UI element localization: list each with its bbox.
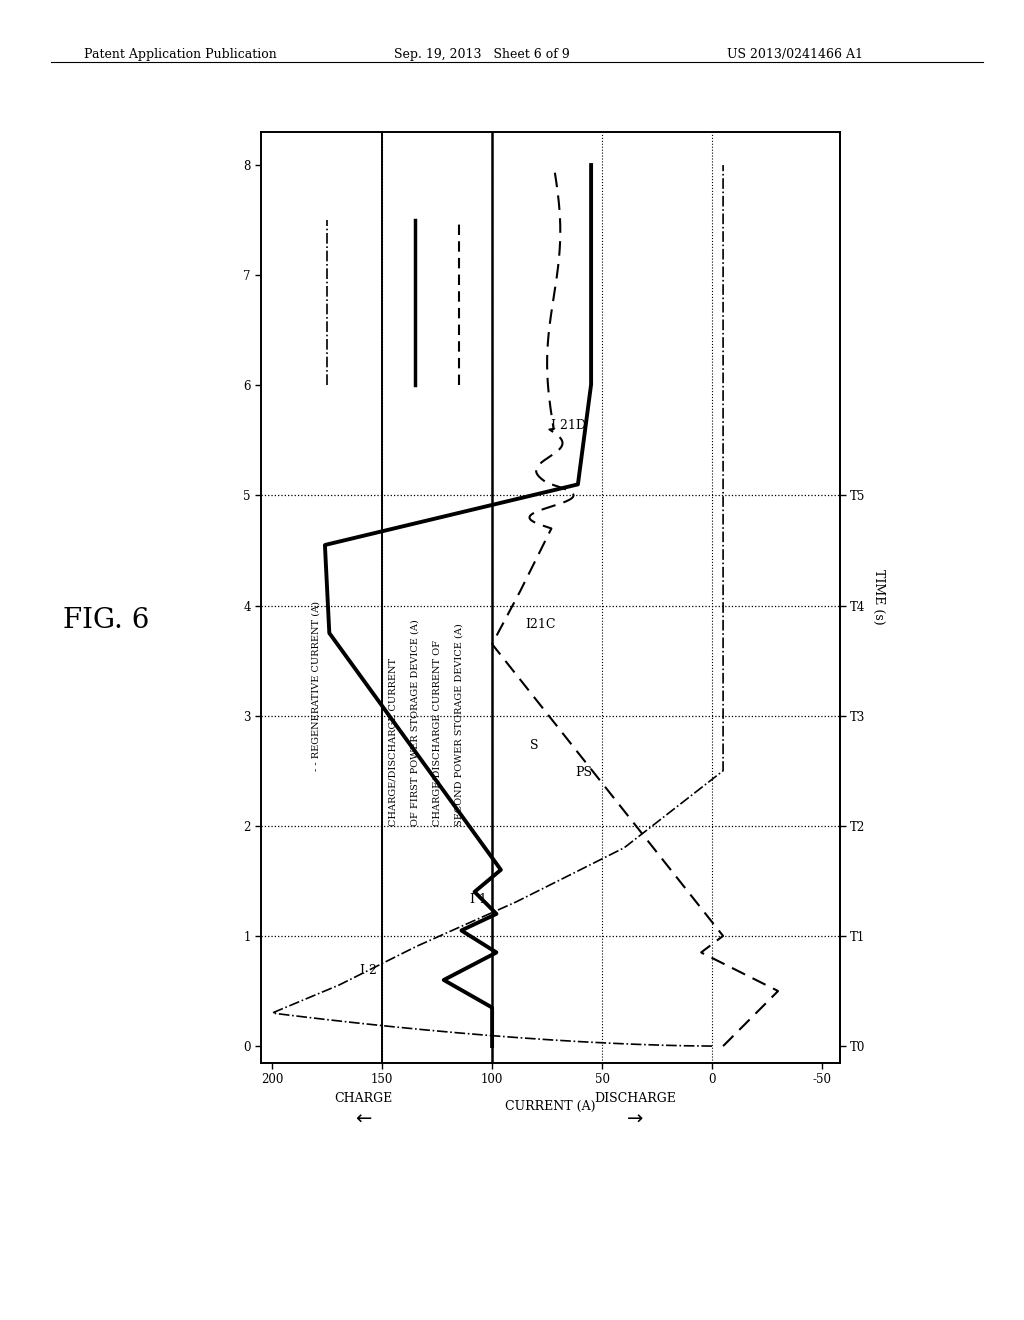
Text: DISCHARGE: DISCHARGE <box>594 1092 676 1105</box>
Text: CHARGE: CHARGE <box>335 1092 392 1105</box>
Text: FIG. 6: FIG. 6 <box>63 607 150 634</box>
Y-axis label: TIME (s): TIME (s) <box>871 569 885 626</box>
Text: US 2013/0241466 A1: US 2013/0241466 A1 <box>727 48 863 61</box>
Text: I21C: I21C <box>525 618 556 631</box>
Text: I 1: I 1 <box>470 892 487 906</box>
Text: →: → <box>627 1110 643 1129</box>
Text: CHARGE/DISCHARGE CURRENT: CHARGE/DISCHARGE CURRENT <box>389 657 397 826</box>
Text: I 2: I 2 <box>360 965 377 978</box>
Text: - - REGENERATIVE CURRENT (A): - - REGENERATIVE CURRENT (A) <box>311 601 321 771</box>
Text: PS: PS <box>575 767 593 779</box>
Text: ←: ← <box>355 1110 372 1129</box>
Text: S: S <box>529 739 538 751</box>
Text: CHARGE/DISCHARGE CURRENT OF: CHARGE/DISCHARGE CURRENT OF <box>432 640 441 826</box>
Text: Sep. 19, 2013   Sheet 6 of 9: Sep. 19, 2013 Sheet 6 of 9 <box>394 48 570 61</box>
Text: Patent Application Publication: Patent Application Publication <box>84 48 276 61</box>
Text: SECOND POWER STORAGE DEVICE (A): SECOND POWER STORAGE DEVICE (A) <box>455 623 464 826</box>
Text: OF FIRST POWER STORAGE DEVICE (A): OF FIRST POWER STORAGE DEVICE (A) <box>411 619 420 826</box>
X-axis label: CURRENT (A): CURRENT (A) <box>505 1100 596 1113</box>
Text: I 21D: I 21D <box>552 420 587 433</box>
